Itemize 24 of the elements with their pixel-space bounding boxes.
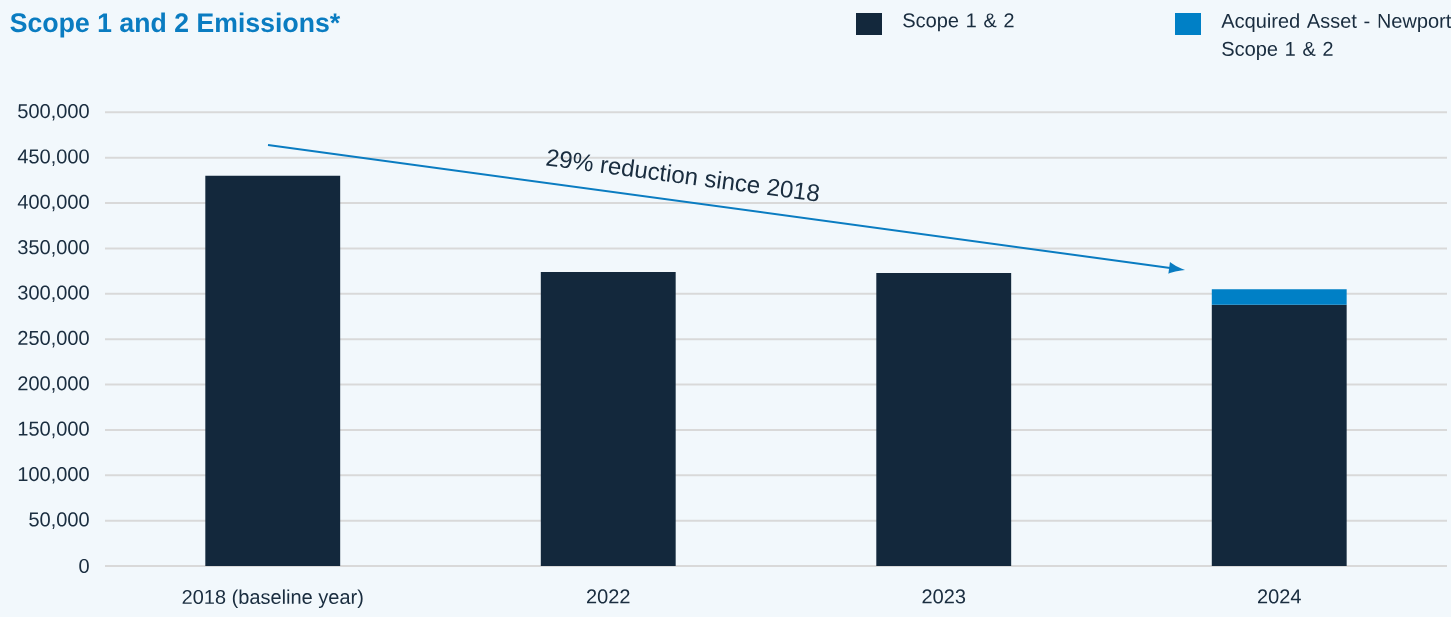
y-tick-label: 400,000 [17,194,89,212]
y-tick-label: 350,000 [18,240,89,257]
y-tick-label: 0 [79,558,89,574]
legend-label: Acquired Asset - Newport Scope 1 & 2 [1221,13,1451,60]
y-tick-label: 100,000 [18,466,89,484]
y-tick-label: 150,000 [18,421,89,439]
y-tick-label: 300,000 [18,285,89,303]
y-tick-label: 50,000 [29,512,89,529]
y-tick-label: 500,000 [18,104,89,121]
bar [876,272,1012,566]
legend-label: Scope 1 & 2 [903,13,1014,32]
y-tick-label: 250,000 [18,330,89,348]
x-tick-label: 2024 [1257,589,1301,604]
bar [540,271,676,566]
bar [205,175,341,566]
bar [1211,289,1347,305]
x-tick-label: 2018 (baseline year) [182,589,363,609]
annotation: 29% reduction since 2018 [546,149,819,202]
chart-title: Scope 1 and 2 Emissions* [10,12,341,38]
x-tick-label: 2022 [587,589,630,604]
x-tick-label: 2023 [922,589,966,604]
y-tick-label: 450,000 [17,149,89,166]
bar [1211,304,1347,566]
y-tick-label: 200,000 [18,376,89,393]
